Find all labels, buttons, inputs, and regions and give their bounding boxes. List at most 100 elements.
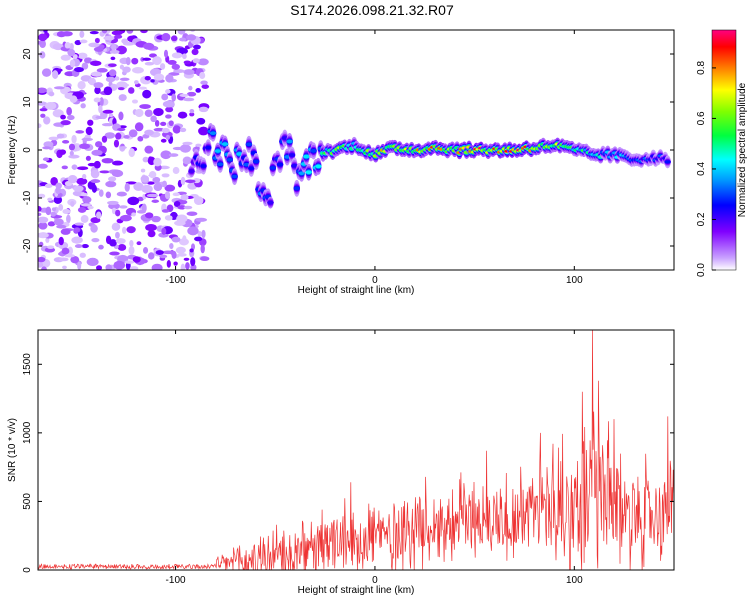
noise-blob [71, 134, 77, 144]
noise-blob [82, 196, 92, 204]
signal-blob [276, 162, 284, 167]
noise-blob [122, 66, 131, 73]
noise-blob [73, 185, 84, 192]
noise-blob [136, 241, 142, 246]
noise-blob [163, 49, 169, 58]
noise-blob [109, 50, 120, 54]
noise-blob [60, 114, 66, 120]
signal-blob [293, 186, 300, 191]
noise-blob [172, 166, 180, 175]
noise-blob [159, 63, 166, 70]
noise-blob [186, 91, 197, 97]
noise-blob [148, 53, 157, 58]
noise-blob [173, 69, 185, 74]
noise-blob [75, 130, 85, 134]
noise-blob [38, 206, 42, 212]
noise-blob [74, 222, 85, 226]
noise-blob [128, 87, 135, 94]
noise-blob [90, 169, 100, 179]
noise-blob [43, 30, 48, 34]
noise-blob [52, 109, 64, 118]
noise-blob [161, 93, 169, 101]
noise-blob [47, 221, 56, 227]
colorbar-tick-label: 0.2 [696, 212, 707, 226]
y-tick-label: 0 [22, 567, 33, 573]
noise-blob [108, 176, 117, 182]
colorbar-tick-label: 0.6 [696, 111, 707, 125]
signal-blob [245, 142, 253, 147]
signal-blob [315, 164, 322, 169]
noise-blob [126, 226, 136, 234]
noise-blob [131, 212, 136, 217]
noise-blob [38, 40, 42, 45]
noise-blob [159, 254, 168, 259]
noise-blob [96, 265, 103, 270]
noise-blob [80, 214, 89, 223]
noise-blob [146, 181, 155, 185]
noise-blob [90, 60, 102, 66]
noise-blob [96, 68, 108, 73]
noise-blob [177, 205, 186, 210]
noise-blob [45, 237, 50, 243]
colorbar-tick-label: 0.8 [696, 61, 707, 75]
noise-blob [165, 134, 171, 140]
signal-blob [214, 149, 222, 153]
noise-blob [148, 252, 155, 260]
noise-blob [38, 101, 48, 106]
noise-blob [119, 64, 125, 70]
noise-blob [70, 255, 80, 264]
noise-blob [38, 87, 47, 94]
noise-blob [108, 113, 114, 118]
noise-blob [153, 182, 163, 192]
noise-blob [38, 212, 42, 217]
noise-blob [200, 244, 205, 254]
noise-blob [60, 120, 71, 126]
noise-blob [44, 101, 57, 110]
noise-blob [117, 244, 127, 251]
noise-blob [114, 34, 123, 39]
noise-blob [119, 146, 127, 150]
signal-blob [664, 160, 671, 164]
noise-blob [111, 169, 124, 178]
noise-blob [93, 97, 101, 103]
noise-blob [98, 244, 104, 250]
signal-blob [303, 154, 310, 159]
noise-blob [144, 61, 155, 66]
noise-blob [87, 205, 94, 210]
noise-blob [71, 236, 83, 244]
noise-blob [165, 89, 171, 94]
noise-blob [81, 137, 93, 142]
y-tick-label: 1000 [22, 421, 33, 444]
noise-blob [134, 108, 144, 118]
noise-blob [111, 44, 117, 51]
noise-blob [121, 38, 129, 44]
noise-blob [77, 206, 87, 213]
noise-blob [171, 236, 181, 243]
noise-blob [80, 192, 88, 197]
noise-blob [67, 246, 74, 256]
noise-blob [143, 246, 149, 254]
noise-blob [153, 107, 164, 117]
noise-blob [94, 37, 100, 44]
noise-blob [137, 136, 144, 142]
noise-blob [67, 175, 78, 184]
noise-blob [173, 200, 181, 208]
noise-blob [128, 246, 135, 255]
noise-blob [91, 184, 97, 193]
noise-blob [93, 160, 101, 169]
noise-blob [197, 58, 209, 66]
noise-blob [128, 148, 136, 158]
signal-blob [269, 166, 277, 170]
noise-blob [45, 206, 52, 216]
snr-frame [37, 329, 675, 571]
noise-blob [138, 86, 147, 90]
noise-blob [144, 129, 155, 136]
signal-blob [188, 169, 195, 174]
noise-blob [155, 250, 164, 255]
noise-blob [95, 141, 103, 148]
noise-blob [161, 173, 170, 178]
